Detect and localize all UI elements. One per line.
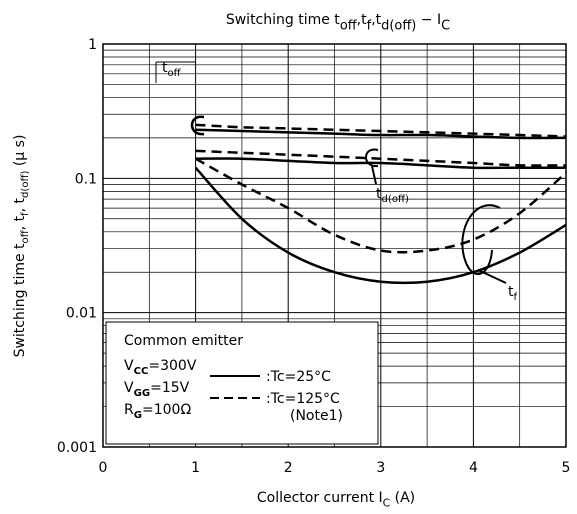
curve-label-part: t bbox=[376, 186, 382, 202]
y-tick-label: 0.01 bbox=[66, 306, 97, 322]
legend-label: :Tc=125°C bbox=[266, 391, 340, 407]
leader bbox=[155, 61, 196, 83]
legend-condition-part: =300V bbox=[148, 358, 196, 374]
x-tick-label: 1 bbox=[191, 460, 200, 476]
series-line bbox=[195, 157, 566, 170]
curl bbox=[461, 204, 507, 284]
legend-condition-part: R bbox=[124, 402, 134, 418]
legend-condition-part: V bbox=[124, 380, 134, 396]
plot-frame bbox=[102, 43, 567, 448]
series-line bbox=[194, 157, 567, 254]
legend-condition-part: =100Ω bbox=[142, 402, 191, 418]
y-tick-label: 0.1 bbox=[75, 171, 97, 187]
curve-label-part: f bbox=[514, 292, 518, 303]
chart-title-part: Switching time t bbox=[226, 12, 340, 28]
legend-title: Common emitter bbox=[124, 333, 243, 349]
series-line bbox=[194, 166, 567, 285]
curl bbox=[190, 115, 205, 136]
legend-condition: VGG=15V bbox=[124, 380, 190, 399]
x-tick-label: 3 bbox=[376, 460, 385, 476]
chart-title-part: ,t bbox=[357, 12, 367, 28]
y-axis-label-part: (μ s) bbox=[12, 135, 28, 171]
x-tick-label: 5 bbox=[562, 460, 571, 476]
legend-condition-part: CC bbox=[134, 366, 149, 377]
legend-note: (Note1) bbox=[290, 408, 343, 424]
chart-title-part: off bbox=[340, 18, 358, 33]
legend-box bbox=[105, 321, 379, 445]
chart-title: Switching time toff,tf,td(off) − IC bbox=[226, 12, 450, 33]
y-axis-label-part: , t bbox=[12, 197, 28, 212]
legend-condition: RG=100Ω bbox=[124, 402, 191, 421]
y-axis-label: Switching time toff, tf, td(off) (μ s) bbox=[12, 135, 31, 358]
legend-condition-part: GG bbox=[134, 388, 151, 399]
legend-condition-part: G bbox=[134, 410, 142, 421]
chart-title-part: d(off) bbox=[381, 18, 416, 33]
curl bbox=[365, 148, 379, 185]
y-tick-label: 1 bbox=[88, 37, 97, 53]
legend-label: :Tc=25°C bbox=[266, 369, 331, 385]
x-axis-label-part: C bbox=[383, 497, 391, 510]
legend-condition-part: =15V bbox=[150, 380, 190, 396]
chart-title-part: C bbox=[441, 18, 450, 33]
x-tick-label: 4 bbox=[469, 460, 478, 476]
y-axis-label-part: d(off) bbox=[20, 171, 31, 198]
series-line bbox=[195, 123, 567, 138]
y-axis-label-part: Switching time t bbox=[12, 243, 28, 357]
chart-title-part: − I bbox=[416, 12, 441, 28]
y-axis-label-part: off bbox=[20, 229, 31, 243]
x-axis-label-part: Collector current I bbox=[257, 490, 383, 506]
chart-title-part: ,t bbox=[371, 12, 381, 28]
curve-label: toff bbox=[162, 60, 182, 79]
x-axis-label: Collector current IC (A) bbox=[257, 490, 415, 510]
x-tick-label: 0 bbox=[99, 460, 108, 476]
y-tick-label: 0.001 bbox=[57, 440, 97, 456]
curve-label: td(off) bbox=[376, 186, 409, 205]
y-axis-label-part: , t bbox=[12, 215, 28, 230]
y-axis-label-part: f bbox=[20, 212, 31, 216]
x-axis-label-part: (A) bbox=[390, 490, 415, 506]
series-line bbox=[195, 128, 567, 140]
legend-condition: VCC=300V bbox=[124, 358, 197, 377]
curve-label-part: off bbox=[168, 68, 182, 79]
series-line bbox=[195, 149, 567, 167]
curve-label: tf bbox=[508, 284, 518, 303]
legend-condition-part: V bbox=[124, 358, 134, 374]
curve-label-part: t bbox=[162, 60, 168, 76]
curve-label-part: t bbox=[508, 284, 514, 300]
x-tick-label: 2 bbox=[284, 460, 293, 476]
curve-label-part: d(off) bbox=[382, 194, 409, 205]
chart-title-part: f bbox=[367, 18, 372, 33]
